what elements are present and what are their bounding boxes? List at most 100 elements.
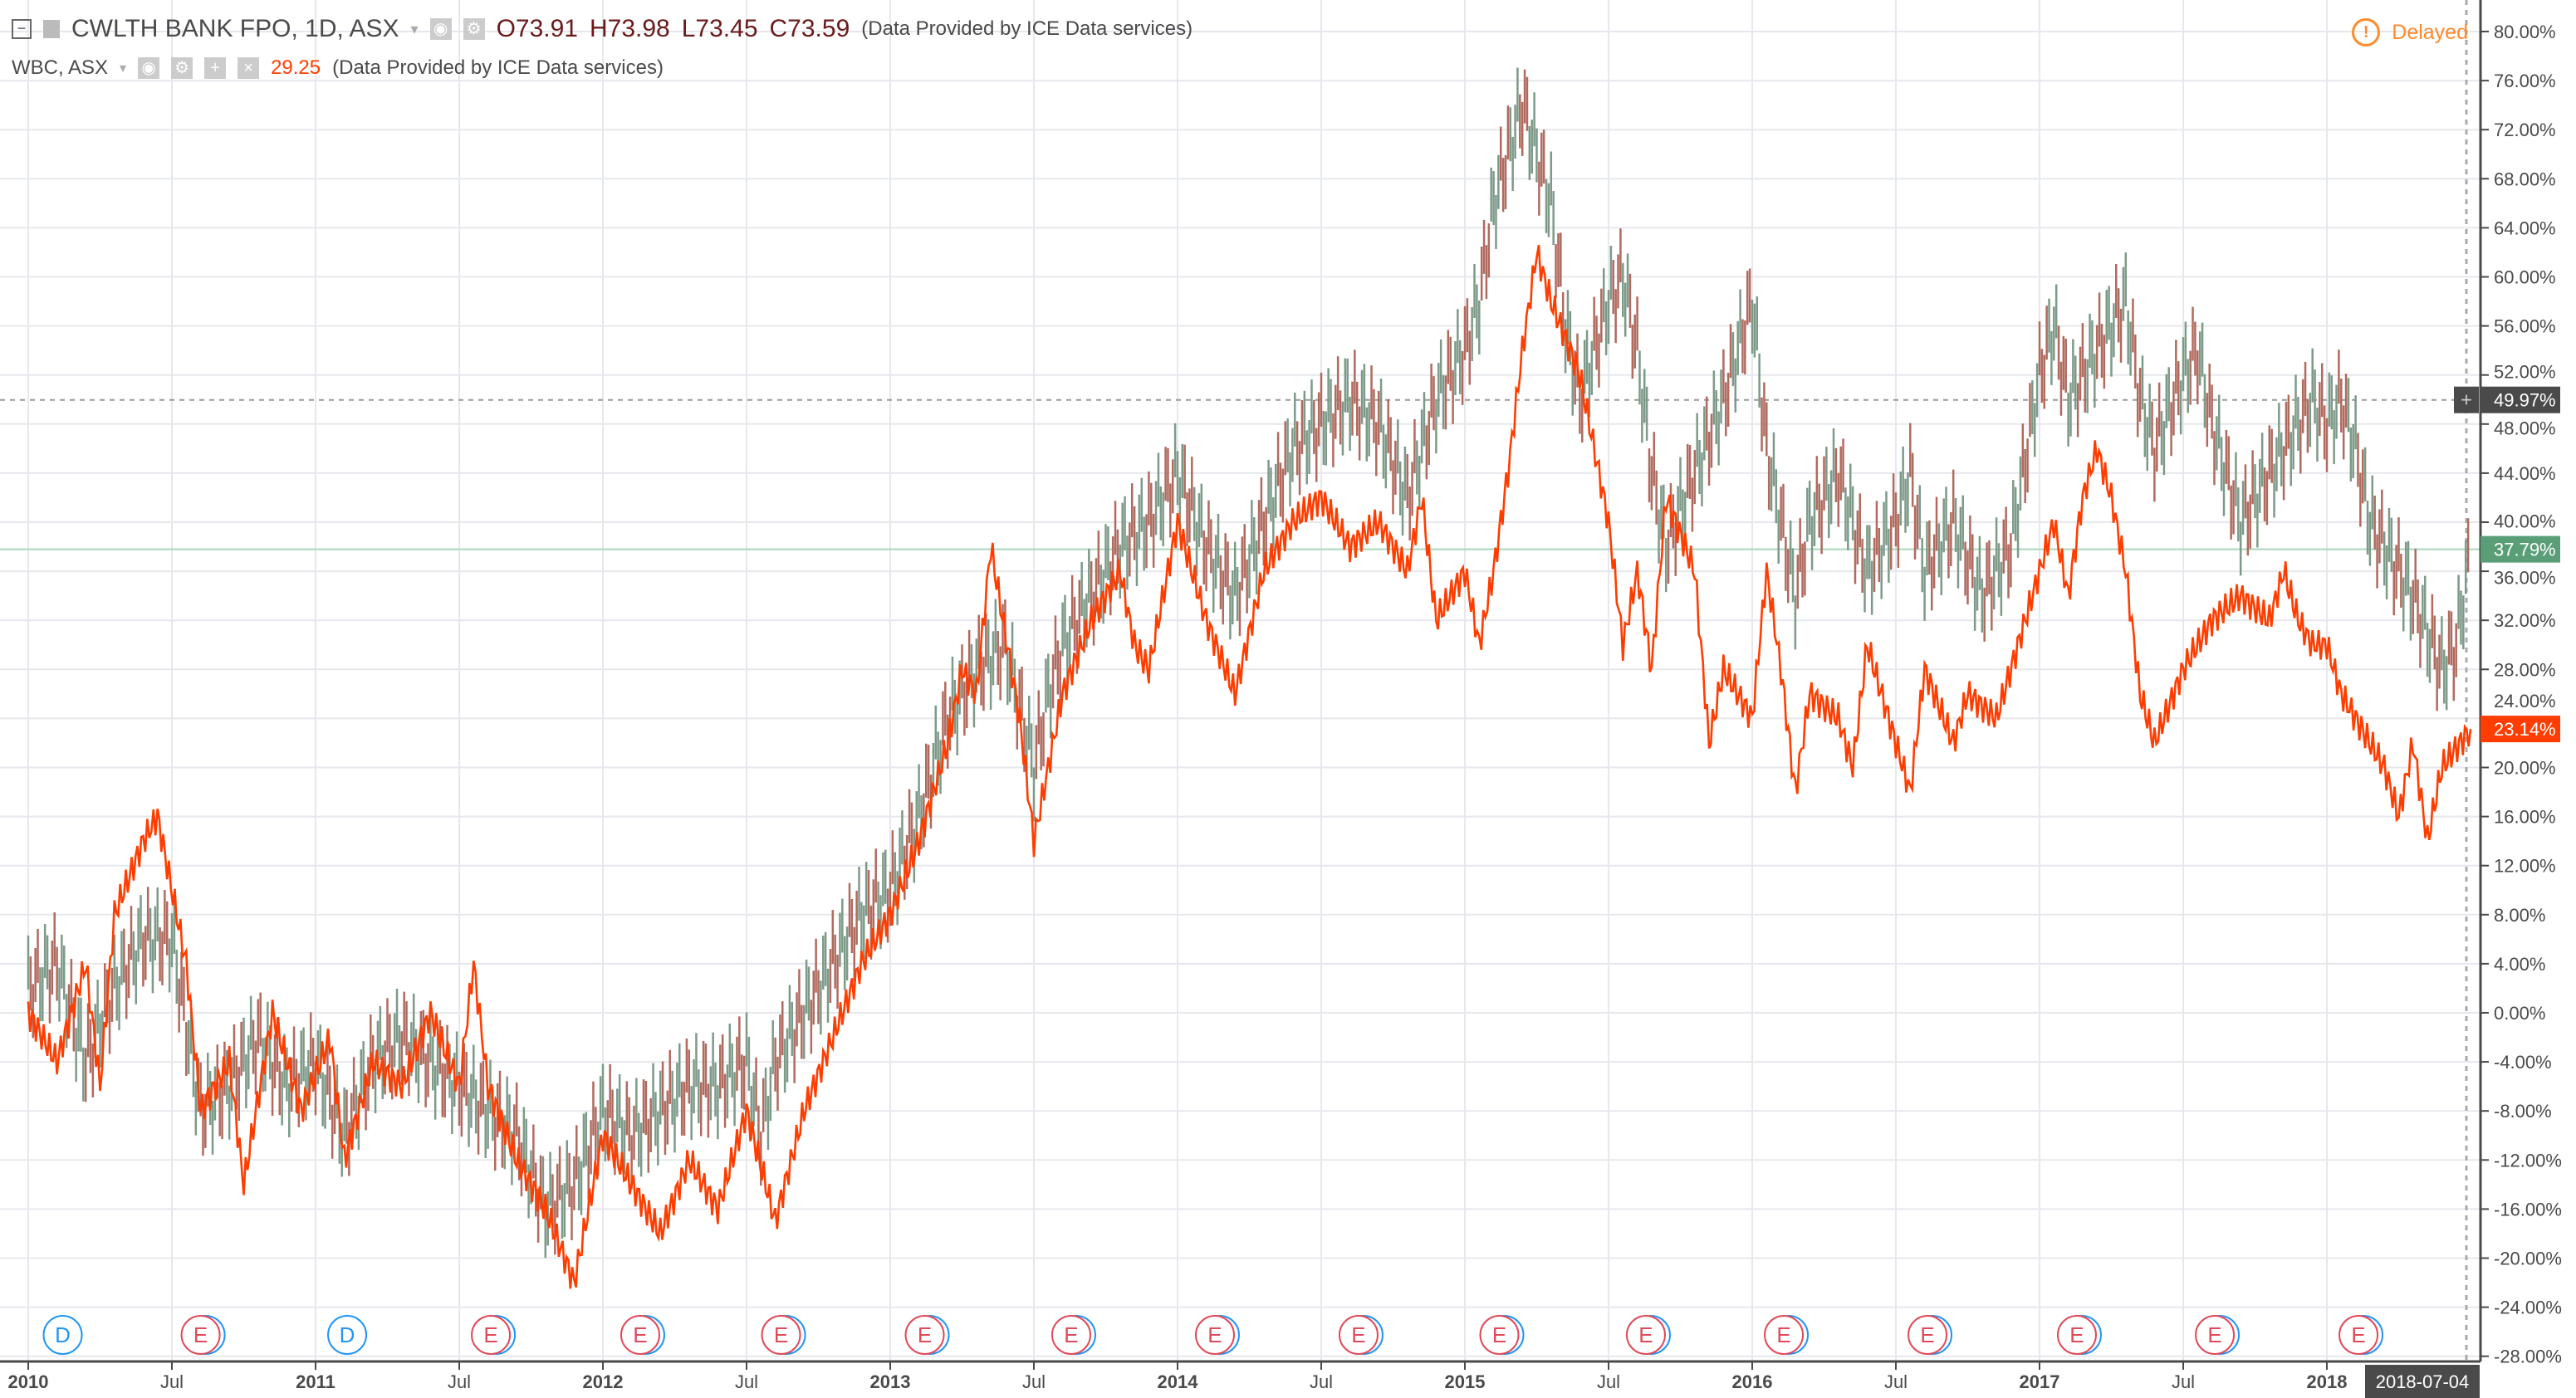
- cba-last-value-badge: [2481, 535, 2560, 563]
- y-tick-label: 44.00%: [2494, 463, 2556, 484]
- x-tick-label: 2013: [870, 1371, 911, 1392]
- y-tick-label: 16.00%: [2494, 807, 2556, 828]
- y-tick-label: -24.00%: [2494, 1298, 2562, 1318]
- x-tick-label: Jul: [1310, 1371, 1333, 1392]
- plus-icon[interactable]: +: [204, 57, 227, 79]
- y-tick-label: 76.00%: [2494, 71, 2556, 91]
- marker-label: E: [918, 1322, 932, 1347]
- marker-label: E: [193, 1322, 208, 1347]
- x-tick-label: 2015: [1445, 1371, 1486, 1392]
- y-tick-label: 68.00%: [2494, 169, 2556, 189]
- crosshair-plus-button[interactable]: [2454, 386, 2479, 413]
- gear-icon[interactable]: ⚙: [463, 18, 485, 40]
- crosshair-value-badge: [2481, 386, 2560, 413]
- delayed-status[interactable]: ! Delayed: [2352, 18, 2468, 46]
- x-tick-label: 2012: [583, 1371, 624, 1392]
- main-series-title[interactable]: CWLTH BANK FPO, 1D, ASX: [71, 15, 399, 42]
- high-value: H73.98: [590, 15, 670, 42]
- y-tick-label: 60.00%: [2494, 267, 2556, 288]
- y-tick-label: 24.00%: [2494, 691, 2556, 711]
- eye-icon[interactable]: ◉: [138, 57, 160, 79]
- plus-icon: +: [2461, 389, 2472, 412]
- earnings-marker[interactable]: E: [1908, 1315, 1953, 1355]
- earnings-marker[interactable]: E: [904, 1315, 950, 1355]
- wbc-series-line: [27, 244, 2472, 1289]
- marker-label: E: [2207, 1322, 2221, 1347]
- x-tick-label: Jul: [160, 1371, 184, 1392]
- marker-circle: [2056, 1315, 2097, 1355]
- x-tick-label: Jul: [448, 1371, 471, 1392]
- marker-label: E: [1920, 1322, 1934, 1347]
- marker-label: E: [483, 1322, 497, 1347]
- minus-square-icon[interactable]: −: [12, 19, 32, 39]
- marker-label: E: [774, 1322, 788, 1347]
- close-value: C73.59: [769, 15, 850, 42]
- marker-label: E: [1492, 1322, 1506, 1347]
- cba-last-value-badge-label: 37.79%: [2494, 540, 2556, 560]
- earnings-marker[interactable]: E: [1764, 1315, 1810, 1355]
- y-tick-label: -20.00%: [2494, 1249, 2562, 1269]
- marker-circle: [2338, 1315, 2379, 1355]
- y-tick-label: -28.00%: [2494, 1347, 2562, 1367]
- flag-icon[interactable]: [43, 20, 60, 38]
- wbc-last-value-badge: [2481, 716, 2560, 743]
- y-tick-label: 28.00%: [2494, 659, 2556, 680]
- x-tick-label: Jul: [1022, 1371, 1046, 1392]
- marker-label: D: [340, 1322, 355, 1347]
- earnings-marker[interactable]: E: [2195, 1315, 2241, 1355]
- chevron-down-icon[interactable]: ▾: [410, 20, 419, 37]
- dividend-marker[interactable]: D: [42, 1315, 83, 1355]
- earnings-marker[interactable]: E: [761, 1315, 806, 1355]
- earnings-marker[interactable]: E: [1194, 1315, 1240, 1355]
- earnings-marker[interactable]: E: [2056, 1315, 2102, 1355]
- marker-circle: [761, 1315, 801, 1355]
- y-tick-label: 4.00%: [2494, 954, 2545, 975]
- earnings-marker[interactable]: E: [1050, 1315, 1096, 1355]
- marker-label: E: [1776, 1322, 1790, 1347]
- open-value: O73.91: [496, 15, 578, 42]
- earnings-marker[interactable]: E: [180, 1315, 226, 1355]
- y-tick-label: 52.00%: [2494, 362, 2556, 383]
- earnings-marker[interactable]: E: [2338, 1315, 2384, 1355]
- y-tick-label: 36.00%: [2494, 568, 2556, 589]
- earnings-marker[interactable]: E: [620, 1315, 665, 1355]
- compare-series-legend: WBC, ASX ▾ ◉ ⚙ + × 29.25 (Data Provided by …: [12, 56, 664, 80]
- y-tick-label: 48.00%: [2494, 418, 2556, 439]
- marker-circle: [2195, 1315, 2236, 1355]
- alert-circle-icon: !: [2352, 18, 2381, 46]
- eye-icon[interactable]: ◉: [429, 18, 452, 40]
- marker-label: E: [1207, 1322, 1222, 1347]
- data-source: (Data Provided by ICE Data services): [861, 17, 1193, 40]
- y-tick-label: -16.00%: [2494, 1199, 2562, 1220]
- earnings-marker[interactable]: E: [1625, 1315, 1671, 1355]
- marker-circle: [1338, 1315, 1379, 1355]
- marker-label: E: [2069, 1322, 2084, 1347]
- low-value: L73.45: [681, 15, 758, 42]
- marker-circle: [1194, 1315, 1235, 1355]
- y-tick-label: 12.00%: [2494, 856, 2556, 877]
- y-tick-label: -12.00%: [2494, 1150, 2562, 1171]
- x-tick-label: Jul: [1597, 1371, 1620, 1392]
- marker-circle: [471, 1315, 512, 1355]
- gear-icon[interactable]: ⚙: [171, 57, 193, 79]
- x-tick-label: 2011: [296, 1371, 335, 1392]
- marker-circle: [1908, 1315, 1948, 1355]
- y-tick-label: -8.00%: [2494, 1101, 2552, 1122]
- x-tick-label: 2014: [1158, 1371, 1199, 1392]
- earnings-marker[interactable]: E: [471, 1315, 517, 1355]
- earnings-marker[interactable]: E: [1338, 1315, 1383, 1355]
- y-tick-label: 8.00%: [2494, 905, 2545, 926]
- main-series-legend: − CWLTH BANK FPO, 1D, ASX ▾ ◉ ⚙ O73.91 H7…: [12, 15, 1193, 43]
- delayed-label: Delayed: [2392, 20, 2468, 44]
- dividend-marker[interactable]: D: [327, 1315, 368, 1355]
- marker-circle: [180, 1315, 221, 1355]
- y-tick-label: 72.00%: [2494, 120, 2556, 140]
- chevron-down-icon[interactable]: ▾: [120, 61, 127, 76]
- close-icon[interactable]: ×: [238, 57, 260, 79]
- y-tick-label: 20.00%: [2494, 758, 2556, 779]
- earnings-marker[interactable]: E: [1479, 1315, 1525, 1355]
- compare-series-title[interactable]: WBC, ASX: [12, 56, 109, 79]
- marker-circle: [1625, 1315, 1666, 1355]
